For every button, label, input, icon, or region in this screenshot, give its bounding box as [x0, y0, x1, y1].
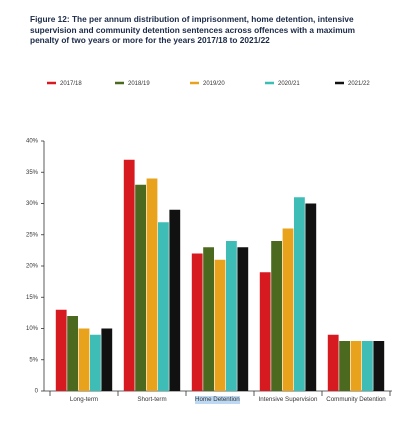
- bar: [294, 197, 305, 391]
- y-tick-label: 20%: [26, 264, 39, 270]
- bar: [123, 159, 135, 391]
- bar: [158, 222, 169, 391]
- bar: [237, 247, 249, 391]
- y-tick-label: 0: [35, 389, 39, 395]
- bar: [146, 178, 158, 391]
- legend-label: 2017/18: [60, 81, 82, 87]
- x-tick-label: Home Detention: [195, 396, 240, 404]
- x-tick-label: Long-term: [69, 396, 99, 403]
- bar: [339, 341, 350, 391]
- bar: [101, 328, 113, 391]
- bar: [135, 184, 146, 391]
- bar: [191, 253, 203, 391]
- bar: [55, 309, 67, 391]
- x-tick-label: Short-term: [137, 396, 167, 403]
- bar: [271, 241, 282, 391]
- chart-title: Figure 12: The per annum distribution of…: [30, 14, 356, 45]
- y-tick-label: 40%: [26, 139, 39, 145]
- bar: [169, 209, 181, 391]
- y-tick-label: 10%: [26, 326, 39, 332]
- bar: [259, 272, 271, 391]
- legend-label: 2018/19: [128, 81, 150, 87]
- bar: [214, 259, 226, 391]
- bar: [78, 328, 90, 391]
- legend-label: 2021/22: [348, 81, 370, 87]
- y-tick-label: 15%: [26, 295, 39, 301]
- bar: [226, 241, 237, 391]
- bar: [362, 341, 373, 391]
- y-tick-label: 25%: [26, 232, 39, 238]
- x-tick-label: Community Detention: [326, 396, 386, 403]
- bar: [373, 341, 385, 391]
- bar: [327, 334, 339, 391]
- bar: [282, 228, 294, 391]
- y-tick-label: 35%: [26, 170, 39, 176]
- bar: [305, 203, 317, 391]
- bar: [67, 316, 78, 391]
- y-tick-label: 5%: [29, 357, 38, 363]
- x-tick-label: Intensive Supervision: [258, 396, 318, 403]
- bar: [350, 341, 362, 391]
- y-tick-label: 30%: [26, 201, 39, 207]
- bar: [203, 247, 214, 391]
- legend-label: 2019/20: [203, 81, 225, 87]
- legend-label: 2020/21: [278, 81, 300, 87]
- bar: [90, 334, 101, 391]
